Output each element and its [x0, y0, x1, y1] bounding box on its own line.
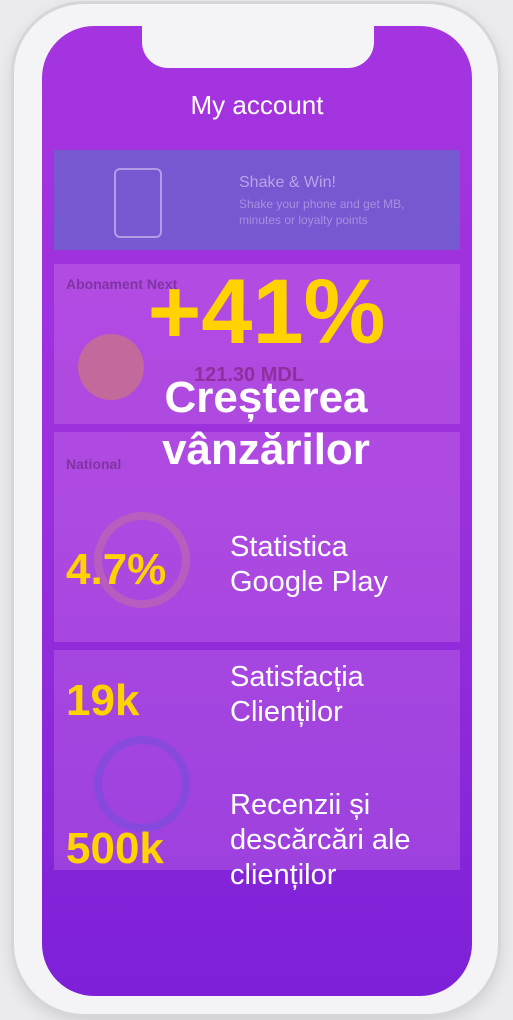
banner-icon	[114, 168, 162, 238]
stat-value: 500k	[66, 824, 164, 874]
banner-title: Shake & Win!	[239, 174, 336, 192]
ring	[94, 736, 190, 832]
card-title: National	[66, 456, 121, 472]
stat-label: Statistica Google Play	[230, 530, 430, 600]
headline-label: Creșterea vânzărilor	[116, 372, 416, 476]
stat-value: 4.7%	[66, 545, 166, 595]
header-title: My account	[42, 90, 472, 121]
page: My account Shake & Win! Shake your phone…	[0, 0, 513, 1020]
stat-label: Satisfacția Clienților	[230, 660, 430, 730]
banner-text: Shake your phone and get MB, minutes or …	[239, 196, 439, 228]
banner[interactable]: Shake & Win! Shake your phone and get MB…	[54, 150, 460, 250]
headline-value: +41%	[0, 262, 513, 362]
notch	[142, 26, 374, 68]
stat-value: 19k	[66, 676, 139, 726]
stat-label: Recenzii și descărcări ale clienților	[230, 788, 460, 893]
